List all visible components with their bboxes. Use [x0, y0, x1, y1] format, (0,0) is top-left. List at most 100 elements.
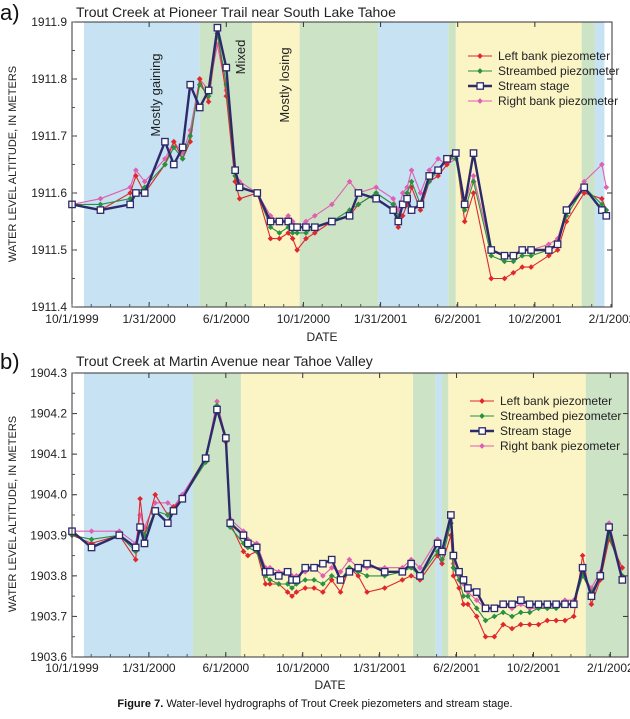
data-point-left_bank [439, 560, 445, 567]
data-point-stream_stage [231, 166, 239, 175]
data-point-stream_stage [244, 539, 252, 548]
y-tick-label: 1904.2 [30, 407, 67, 421]
data-point-stream_stage [469, 149, 478, 157]
data-point-streambed [170, 144, 177, 151]
data-point-left_bank [510, 269, 517, 276]
data-point-right_bank [337, 568, 344, 575]
y-tick-label: 1911.6 [31, 186, 67, 200]
x-tick-label: 2/1/2002 [587, 661, 630, 675]
data-point-streambed [465, 593, 471, 599]
y-tick-label: 1911.7 [31, 129, 67, 143]
data-point-left_bank [355, 573, 362, 579]
band-losing [240, 373, 414, 657]
band-mixed [413, 373, 436, 657]
data-point-stream_stage [438, 547, 446, 556]
data-point-left_bank [245, 552, 251, 559]
data-point-stream_stage [204, 86, 213, 95]
data-point-stream_stage [253, 189, 262, 197]
data-point-stream_stage [562, 206, 571, 214]
y-tick-label: 1911.8 [31, 72, 67, 86]
x-tick-label: 6/2/2001 [433, 661, 480, 675]
data-point-stream_stage [126, 200, 135, 209]
data-point-stream_stage [140, 539, 149, 548]
data-point-right_bank [346, 178, 353, 185]
legend-marker [479, 413, 485, 419]
legend-marker [479, 398, 485, 404]
data-point-stream_stage [115, 531, 124, 540]
data-point-streambed [302, 577, 309, 583]
panel-label: b) [0, 349, 20, 374]
x-tick-label: 10/1/1999 [45, 661, 99, 675]
data-point-streambed [320, 581, 326, 587]
data-point-streambed [179, 155, 186, 162]
data-point-left_bank [381, 585, 388, 591]
data-point-stream_stage [602, 211, 611, 220]
band-mixed [581, 22, 595, 307]
data-point-left_bank [137, 495, 143, 502]
data-point-right_bank [303, 218, 309, 225]
data-point-left_bank [570, 613, 577, 620]
data-point-streambed [289, 230, 296, 236]
data-point-stream_stage [222, 63, 231, 72]
data-point-left_bank [417, 207, 424, 213]
data-point-left_bank [535, 621, 542, 628]
data-point-left_bank [276, 235, 283, 242]
legend-label: Right bank piezometer [498, 94, 618, 108]
data-point-stream_stage [407, 206, 416, 214]
data-point-streambed [390, 201, 397, 208]
data-point-stream_stage [543, 600, 552, 609]
data-point-stream_stage [372, 194, 380, 203]
band-label: Mostly gaining [148, 53, 163, 136]
data-point-streambed [518, 609, 524, 616]
legend-label: Left bank piezometer [500, 394, 612, 408]
data-point-stream_stage [140, 189, 149, 197]
data-point-left_bank [267, 235, 274, 242]
data-point-stream_stage [131, 543, 140, 552]
band-mixed [442, 373, 449, 657]
y-tick-label: 1911.5 [31, 243, 67, 257]
data-point-stream_stage [319, 559, 327, 568]
x-tick-label: 10/1/2000 [276, 661, 330, 675]
data-point-stream_stage [380, 567, 389, 576]
data-point-right_bank [603, 184, 610, 191]
data-point-stream_stage [416, 572, 424, 580]
data-point-left_bank [170, 138, 177, 145]
data-point-stream_stage [283, 567, 292, 576]
band-mixed [193, 373, 241, 657]
data-point-streambed [97, 201, 104, 208]
data-point-left_bank [519, 264, 526, 270]
legend-marker [476, 82, 485, 90]
data-point-left_bank [554, 247, 561, 253]
band-gaining [435, 373, 443, 657]
data-point-streambed [364, 573, 370, 579]
data-point-stream_stage [293, 223, 301, 232]
data-point-stream_stage [354, 189, 363, 197]
data-point-right_bank [473, 597, 480, 604]
data-point-stream_stage [266, 217, 275, 226]
band-label: Mixed [233, 40, 248, 75]
data-point-right_bank [417, 190, 424, 196]
data-point-stream_stage [596, 572, 605, 580]
data-point-right_bank [599, 161, 605, 168]
data-point-left_bank [285, 230, 292, 236]
data-point-stream_stage [460, 200, 469, 209]
data-point-left_bank [294, 247, 300, 253]
data-point-stream_stage [163, 519, 172, 527]
data-point-stream_stage [178, 143, 187, 152]
legend-label: Stream stage [500, 424, 572, 438]
data-point-stream_stage [449, 551, 458, 560]
band-mixed [448, 22, 456, 307]
data-point-stream_stage [516, 596, 525, 605]
data-point-stream_stage [509, 251, 518, 260]
data-point-stream_stage [389, 206, 398, 214]
data-point-right_bank [470, 173, 477, 179]
data-point-stream_stage [443, 154, 451, 163]
data-point-streambed [461, 207, 468, 213]
legend-label: Streambed piezometer [498, 64, 619, 78]
x-tick-label: 1/31/2001 [354, 312, 408, 326]
x-tick-label: 10/1/1999 [45, 312, 99, 326]
data-point-left_bank [133, 173, 139, 179]
data-point-streambed [88, 536, 95, 543]
